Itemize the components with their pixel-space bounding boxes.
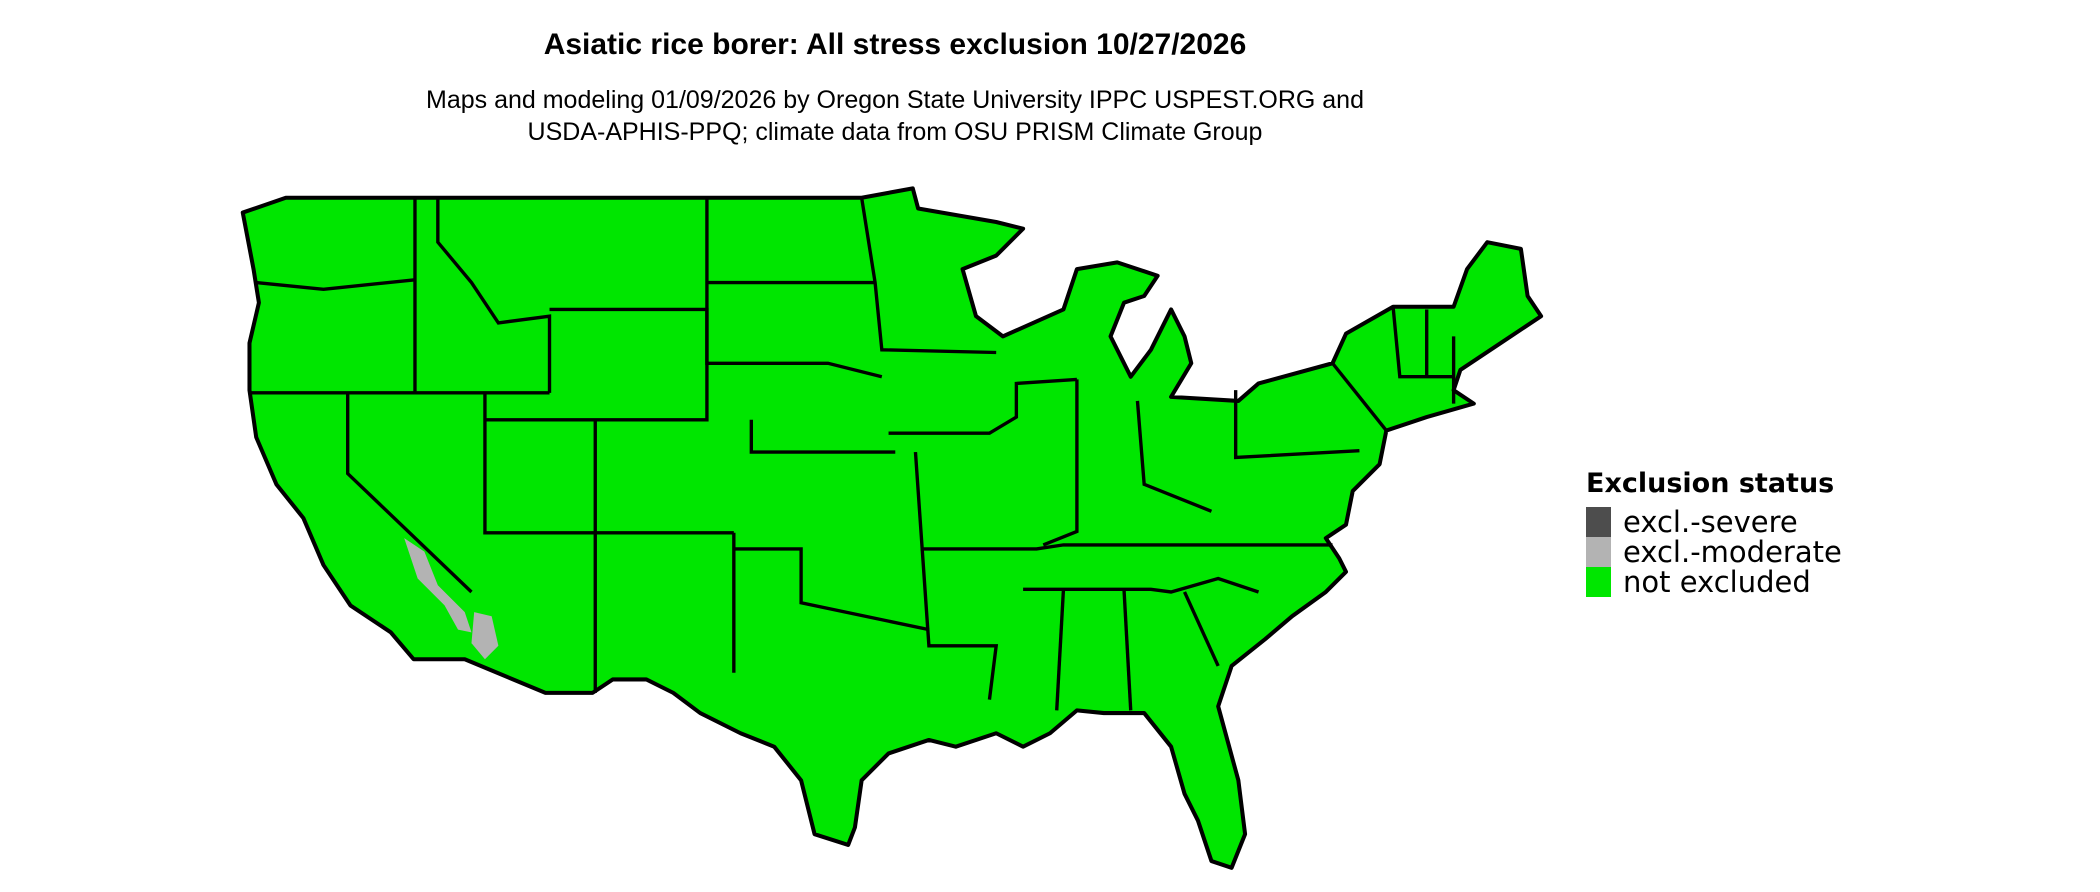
legend-swatch xyxy=(1586,537,1611,567)
us-outline xyxy=(240,186,1544,870)
subtitle-line-2: USDA-APHIS-PPQ; climate data from OSU PR… xyxy=(527,118,1263,146)
legend-swatch xyxy=(1586,567,1611,597)
legend-title: Exclusion status xyxy=(1586,468,1835,499)
map-subtitle: Maps and modeling 01/09/2026 by Oregon S… xyxy=(0,84,1790,148)
state-borders xyxy=(249,197,1456,711)
legend-label: excl.-severe xyxy=(1623,505,1798,539)
legend-label: excl.-moderate xyxy=(1623,535,1842,569)
moderate-exclusion-areas xyxy=(404,538,499,660)
legend-item-severe: excl.-severe xyxy=(1586,505,1842,539)
legend-item-moderate: excl.-moderate xyxy=(1586,535,1842,569)
legend: Exclusion status excl.-severe excl.-mode… xyxy=(1586,468,1842,599)
legend-swatch xyxy=(1586,507,1611,537)
legend-item-not-excluded: not excluded xyxy=(1586,565,1842,599)
map-title: Asiatic rice borer: All stress exclusion… xyxy=(543,28,1247,61)
legend-label: not excluded xyxy=(1623,565,1811,599)
subtitle-line-1: Maps and modeling 01/09/2026 by Oregon S… xyxy=(426,86,1364,114)
